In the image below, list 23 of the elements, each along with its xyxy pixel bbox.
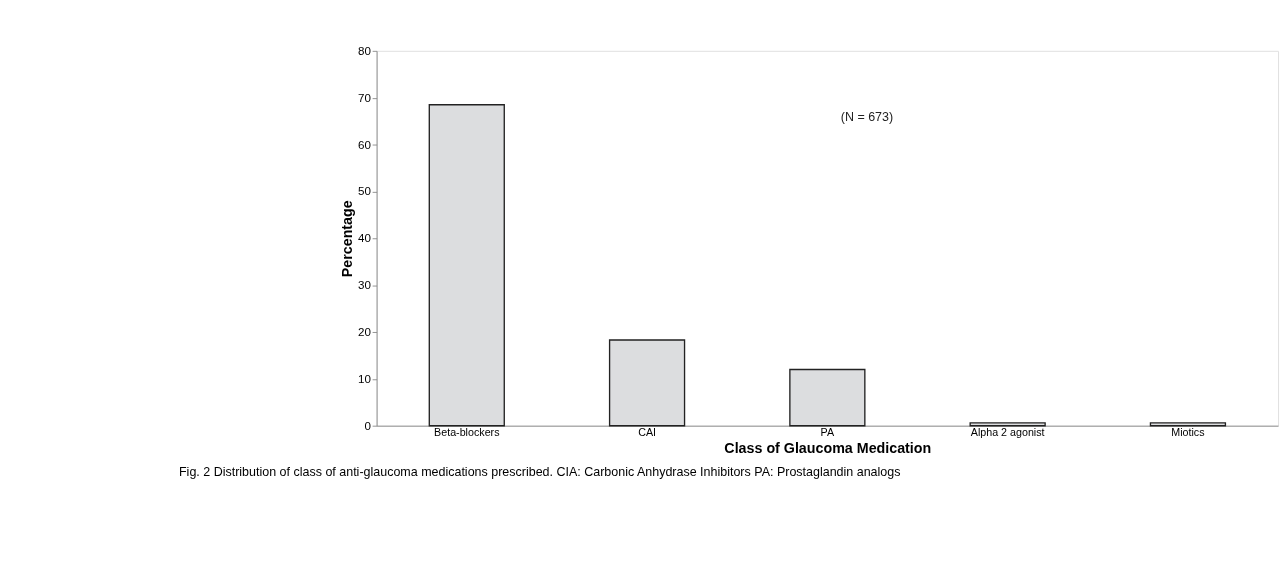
y-tick-label: 50 [357,184,371,198]
x-tick-label: Beta-blockers [434,426,500,438]
y-axis-title: Percentage [338,200,355,278]
y-tick-label: 20 [357,325,371,339]
annotation: (N = 673) [840,110,894,125]
x-tick-label: Alpha 2 agonist [970,426,1045,438]
x-tick-label: CAI [638,426,656,438]
y-tick-label: 10 [357,371,371,385]
y-tick-label: 70 [357,90,371,104]
x-tick-label: PA [820,426,835,438]
bar [608,339,686,427]
bar [969,422,1046,427]
y-tick-label: 30 [357,278,371,292]
y-tick-label: 40 [357,231,371,245]
x-tick-label: Miotics [1171,426,1205,438]
y-tick-label: 0 [364,418,371,432]
bar [428,104,505,427]
x-axis-title: Class of Glaucoma Medication [724,439,932,456]
y-tick-label: 80 [357,43,371,57]
bar [789,368,866,427]
bar [1149,422,1227,427]
caption: Fig. 2 Distribution of class of anti-glaucoma medications prescribed. CIA: Carbonic Anhydrase Inhibitors PA: Prostaglandin analogs [178,464,901,479]
y-tick-label: 60 [357,137,371,151]
